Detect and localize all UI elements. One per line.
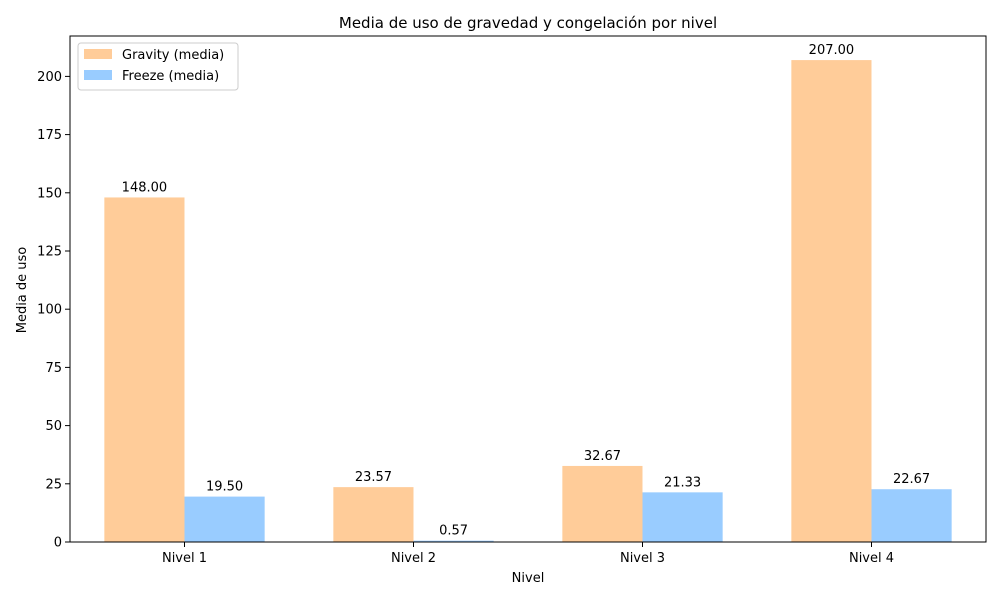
- value-label-gravity-3: 32.67: [584, 449, 621, 464]
- plot-area: 148.00 23.57 32.67 207.00 19.50 0.57 21.33 22.6…: [104, 43, 952, 542]
- legend-label-gravity: Gravity (media): [122, 48, 224, 63]
- legend-label-freeze: Freeze (media): [122, 69, 219, 84]
- bar-gravity-2: [333, 487, 414, 542]
- bar-freeze-4: [871, 489, 952, 542]
- value-label-gravity-4: 207.00: [809, 43, 855, 58]
- bar-gravity-1: [104, 197, 185, 542]
- axes: 0 25 50 75 100 125 150 175 200 Nivel 1 Nivel 2 Nive…: [37, 35, 987, 566]
- y-tick-label: 75: [45, 361, 62, 376]
- legend-swatch-freeze: [84, 70, 112, 80]
- x-axis-label: Nivel: [512, 571, 545, 586]
- value-label-freeze-2: 0.57: [439, 524, 468, 539]
- x-tick-label: Nivel 1: [162, 551, 207, 566]
- value-label-gravity-1: 148.00: [122, 180, 168, 195]
- x-tick-label: Nivel 3: [620, 551, 665, 566]
- y-axis-label: Media de uso: [15, 247, 30, 334]
- chart-title: Media de uso de gravedad y congelación p…: [339, 14, 717, 32]
- y-tick-label: 150: [37, 186, 62, 201]
- axes-frame: [69, 35, 987, 543]
- bar-freeze-3: [642, 492, 723, 542]
- y-tick-label: 25: [45, 477, 62, 492]
- y-tick-label: 200: [37, 70, 62, 85]
- y-tick-label: 125: [37, 244, 62, 259]
- y-tick-label: 175: [37, 128, 62, 143]
- bar-freeze-2: [413, 540, 494, 542]
- value-label-freeze-4: 22.67: [893, 472, 930, 487]
- y-tick-label: 0: [54, 536, 62, 551]
- value-label-freeze-1: 19.50: [206, 480, 243, 495]
- value-label-freeze-3: 21.33: [664, 475, 701, 490]
- legend-swatch-gravity: [84, 49, 112, 59]
- y-tick-label: 50: [45, 419, 62, 434]
- x-tick-label: Nivel 4: [849, 551, 894, 566]
- bar-freeze-1: [184, 496, 265, 542]
- x-tick-label: Nivel 2: [391, 551, 436, 566]
- bar-gravity-4: [791, 60, 872, 542]
- value-label-gravity-2: 23.57: [355, 470, 392, 485]
- legend-box: [77, 42, 239, 91]
- y-tick-label: 100: [37, 303, 62, 318]
- legend: Gravity (media) Freeze (media): [77, 42, 239, 91]
- bar-gravity-3: [562, 465, 643, 542]
